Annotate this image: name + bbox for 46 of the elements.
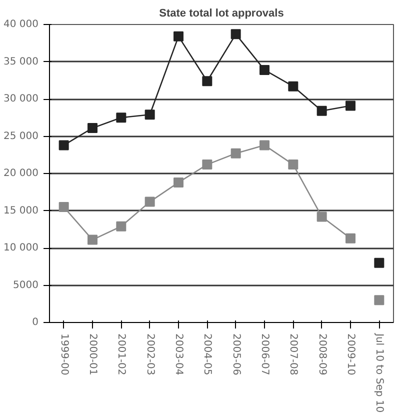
y-tick-label: 10 000 <box>4 242 39 254</box>
point <box>260 64 270 75</box>
y-tick-label: 15 000 <box>4 205 39 216</box>
point <box>58 202 69 212</box>
point <box>174 31 184 42</box>
point <box>174 177 184 188</box>
point <box>116 221 126 232</box>
y-tick-label: 0 <box>32 317 39 328</box>
point <box>260 140 270 150</box>
point <box>202 76 212 86</box>
x-tick-label: 2005-06 <box>230 334 242 376</box>
point <box>230 148 241 158</box>
point <box>346 100 356 111</box>
point <box>116 112 126 123</box>
point <box>346 233 356 244</box>
point <box>202 160 212 170</box>
x-tick-label: 2003-04 <box>173 334 184 376</box>
x-tick-label: 2008-09 <box>316 334 328 376</box>
point <box>374 295 384 306</box>
x-tick-label: 2009-10 <box>345 334 356 376</box>
point <box>288 160 298 170</box>
y-tick-label: 35 000 <box>4 56 39 68</box>
point <box>316 212 327 222</box>
x-tick-label: 2004-05 <box>202 334 213 376</box>
x-tick-label: 2000-01 <box>87 334 98 376</box>
y-tick-label: 20 000 <box>4 168 39 179</box>
chart-title: State total lot approvals <box>159 8 284 20</box>
x-tick-label: 1999-00 <box>58 334 70 376</box>
point <box>230 29 241 40</box>
point <box>374 258 384 268</box>
x-tick-label: 2007-08 <box>288 334 299 376</box>
x-tick-label: 2002-03 <box>144 334 156 376</box>
point <box>144 110 155 120</box>
point <box>88 234 98 245</box>
y-tick-label: 40 000 <box>4 19 39 30</box>
y-tick-label: 30 000 <box>4 94 39 104</box>
y-tick-label: 5000 <box>13 280 39 291</box>
y-tick-label: 25 000 <box>4 130 39 142</box>
point <box>316 106 327 116</box>
point <box>88 123 98 134</box>
x-tick-label: Jul 10 to Sep 10 <box>374 332 385 413</box>
point <box>144 196 155 207</box>
x-tick-label: 2006-07 <box>259 334 270 376</box>
point <box>58 140 69 150</box>
point <box>288 81 298 92</box>
x-tick-label: 2001-02 <box>116 334 127 376</box>
